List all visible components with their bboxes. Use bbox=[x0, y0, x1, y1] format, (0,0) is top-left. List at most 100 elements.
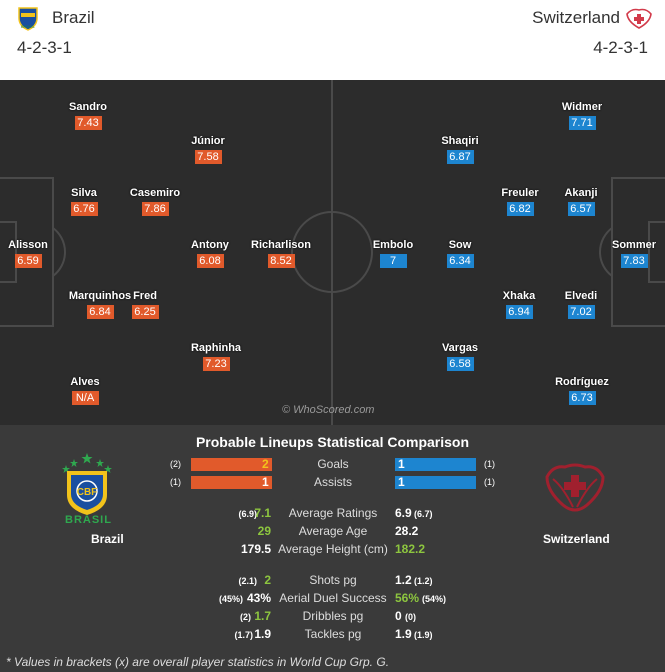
comparison-panel: Probable Lineups Statistical Comparison … bbox=[0, 425, 665, 672]
player-rating: 7.58 bbox=[194, 150, 222, 164]
home-sub: (45%) bbox=[218, 594, 243, 604]
home-formation: 4-2-3-1 bbox=[17, 38, 72, 57]
player-away-xhaka[interactable]: Xhaka 6.94 bbox=[484, 290, 554, 320]
assists-away-overall: (1) bbox=[484, 477, 495, 487]
player-rating: 7.86 bbox=[141, 202, 169, 216]
player-rating: 6.08 bbox=[196, 254, 224, 268]
player-rating: 6.82 bbox=[506, 202, 534, 216]
player-name: Embolo bbox=[372, 239, 414, 251]
player-away-freuler[interactable]: Freuler 6.82 bbox=[485, 187, 555, 217]
player-home-marquinhos[interactable]: Marquinhos 6.84 bbox=[65, 290, 135, 320]
player-away-sommer[interactable]: Sommer 7.83 bbox=[599, 239, 665, 269]
assists-home-value: 1 bbox=[262, 475, 269, 489]
player-name: Widmer bbox=[561, 101, 603, 113]
home-sub: (2) bbox=[240, 612, 251, 622]
brazil-crest-icon: BRASIL bbox=[18, 7, 38, 31]
player-home-junior[interactable]: Júnior 7.58 bbox=[173, 135, 243, 165]
home-team-name[interactable]: Brazil bbox=[52, 8, 95, 27]
player-away-vargas[interactable]: Vargas 6.58 bbox=[425, 342, 495, 372]
player-home-antony[interactable]: Antony 6.08 bbox=[175, 239, 245, 269]
player-rating: 6.87 bbox=[446, 150, 474, 164]
player-rating: 6.34 bbox=[446, 254, 474, 268]
goals-away-value: 1 bbox=[398, 457, 405, 471]
player-home-alves[interactable]: Alves N/A bbox=[50, 376, 120, 406]
player-rating: 6.58 bbox=[446, 357, 474, 371]
brazil-crest-text: BRASIL bbox=[65, 514, 112, 526]
player-home-casemiro[interactable]: Casemiro 7.86 bbox=[120, 187, 190, 217]
player-home-sandro[interactable]: Sandro 7.43 bbox=[53, 101, 123, 131]
home-label: Brazil bbox=[91, 532, 124, 546]
home-sub: (2.1) bbox=[238, 576, 257, 586]
goals-home-overall: (2) bbox=[170, 459, 181, 469]
player-away-widmer[interactable]: Widmer 7.71 bbox=[547, 101, 617, 131]
watermark: © WhoScored.com bbox=[282, 404, 375, 416]
player-away-elvedi[interactable]: Elvedi 7.02 bbox=[546, 290, 616, 320]
player-name: Rodríguez bbox=[555, 376, 609, 388]
player-name: Alisson bbox=[8, 239, 48, 251]
away-sub: (1.2) bbox=[414, 576, 433, 586]
player-name: Raphinha bbox=[190, 342, 242, 354]
player-rating: 7 bbox=[379, 254, 407, 268]
away-team-name[interactable]: Switzerland bbox=[532, 8, 620, 27]
player-away-shaqiri[interactable]: Shaqiri 6.87 bbox=[425, 135, 495, 165]
home-sub: (6.9) bbox=[238, 509, 257, 519]
player-away-embolo[interactable]: Embolo 7 bbox=[358, 239, 428, 269]
player-rating: 7.83 bbox=[620, 254, 648, 268]
stat-label: Aerial Duel Success bbox=[279, 591, 387, 605]
player-away-rodriguez[interactable]: Rodríguez 6.73 bbox=[547, 376, 617, 406]
away-sub: (54%) bbox=[422, 594, 447, 604]
away-sub: (6.7) bbox=[414, 509, 433, 519]
stat-label: Average Age bbox=[298, 524, 368, 538]
away-value: 1.2 bbox=[395, 573, 412, 587]
goals-away-overall: (1) bbox=[484, 459, 495, 469]
away-formation: 4-2-3-1 bbox=[593, 38, 648, 57]
home-value: 2 bbox=[264, 573, 271, 587]
player-rating: 7.23 bbox=[202, 357, 230, 371]
goals-home-value: 2 bbox=[262, 457, 269, 471]
player-name: Marquinhos bbox=[68, 290, 132, 302]
stat-label: Shots pg bbox=[309, 573, 357, 587]
player-rating: N/A bbox=[71, 391, 99, 405]
player-name: Júnior bbox=[191, 135, 225, 147]
player-home-silva[interactable]: Silva 6.76 bbox=[49, 187, 119, 217]
home-value: 7.1 bbox=[254, 506, 271, 520]
stat-row-average-height: 179.5 Average Height (cm) 182.2 bbox=[0, 542, 665, 562]
away-sub: (0) bbox=[405, 612, 416, 622]
player-away-akanji[interactable]: Akanji 6.57 bbox=[546, 187, 616, 217]
player-away-sow[interactable]: Sow 6.34 bbox=[425, 239, 495, 269]
away-label: Switzerland bbox=[543, 532, 610, 546]
away-value: 28.2 bbox=[395, 524, 419, 538]
goals-home-bar bbox=[191, 458, 272, 471]
home-value: 43% bbox=[246, 591, 271, 605]
svg-text:BRASIL: BRASIL bbox=[21, 24, 36, 29]
stat-label: Average Ratings bbox=[288, 506, 378, 520]
stat-row-average-age: 29 Average Age 28.2 bbox=[0, 524, 665, 544]
player-rating: 6.73 bbox=[568, 391, 596, 405]
away-value: 1.9 bbox=[395, 627, 412, 641]
player-home-richarlison[interactable]: Richarlison 8.52 bbox=[246, 239, 316, 269]
away-value: 182.2 bbox=[395, 542, 426, 556]
player-name: Shaqiri bbox=[441, 135, 479, 147]
footnote: * Values in brackets (x) are overall pla… bbox=[6, 655, 390, 669]
switzerland-crest-icon bbox=[626, 8, 652, 29]
player-rating: 6.94 bbox=[505, 305, 533, 319]
player-home-alisson[interactable]: Alisson 6.59 bbox=[0, 239, 63, 269]
player-rating: 8.52 bbox=[267, 254, 295, 268]
assists-home-bar bbox=[191, 476, 272, 489]
comparison-title: Probable Lineups Statistical Comparison bbox=[195, 434, 470, 450]
player-name: Alves bbox=[70, 376, 100, 388]
home-sub: (1.7) bbox=[234, 630, 253, 640]
player-rating: 6.59 bbox=[14, 254, 42, 268]
goals-row: (2) 2 Goals 1 (1) bbox=[0, 456, 665, 472]
stat-row-aerial-duel: (45%) 43% Aerial Duel Success 56% (54%) bbox=[0, 591, 665, 611]
player-name: Sommer bbox=[611, 239, 657, 251]
player-home-fred[interactable]: Fred 6.25 bbox=[110, 290, 180, 320]
player-rating: 7.71 bbox=[568, 116, 596, 130]
player-home-raphinha[interactable]: Raphinha 7.23 bbox=[181, 342, 251, 372]
player-rating: 6.84 bbox=[86, 305, 114, 319]
home-value: 179.5 bbox=[240, 542, 271, 556]
assists-home-overall: (1) bbox=[170, 477, 181, 487]
stat-label: Tackles pg bbox=[304, 627, 362, 641]
stat-label: Dribbles pg bbox=[302, 609, 364, 623]
match-header: BRASIL Brazil 4-2-3-1 Switzerland 4-2-3-… bbox=[0, 0, 665, 80]
